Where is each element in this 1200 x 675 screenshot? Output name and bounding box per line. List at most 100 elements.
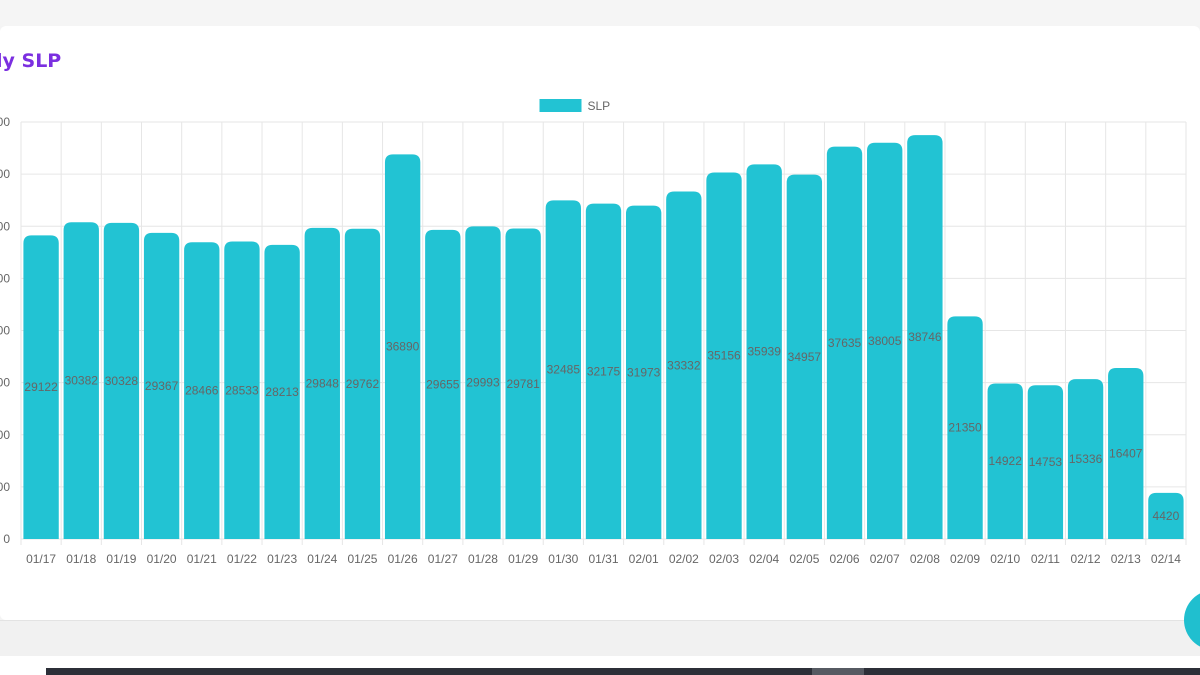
bar — [384, 154, 421, 539]
bar — [1027, 385, 1064, 539]
bar — [63, 222, 99, 540]
data-label: 16407 — [1109, 446, 1143, 460]
y-tick-label: 000 — [0, 428, 10, 442]
x-tick-label: 02/02 — [669, 552, 699, 566]
x-tick-label: 01/29 — [508, 552, 538, 566]
bar — [706, 172, 742, 539]
x-tick-label: 01/17 — [26, 552, 56, 566]
x-tick-label: 01/25 — [347, 552, 377, 566]
x-tick-label: 01/24 — [307, 552, 337, 566]
data-label: 35939 — [748, 345, 782, 359]
x-tick-label: 02/11 — [1031, 552, 1060, 566]
bar — [867, 142, 903, 539]
y-tick-label: 000 — [0, 115, 10, 129]
data-label: 30382 — [65, 374, 99, 388]
data-label: 33332 — [667, 358, 701, 372]
x-tick-label: 02/10 — [990, 552, 1020, 566]
data-label: 32175 — [587, 364, 621, 378]
x-tick-label: 01/27 — [428, 552, 458, 566]
bar — [625, 205, 662, 540]
bar — [264, 244, 300, 540]
data-label: 29993 — [466, 376, 500, 390]
data-label: 34957 — [788, 350, 822, 364]
data-label: 4420 — [1153, 509, 1180, 523]
data-label: 38746 — [908, 330, 942, 344]
x-tick-label: 02/07 — [870, 552, 900, 566]
x-tick-label: 01/22 — [227, 552, 257, 566]
card-title: ly SLP — [0, 50, 62, 72]
data-label: 29848 — [306, 376, 340, 390]
data-label: 21350 — [948, 421, 982, 435]
card-footer-bar — [0, 620, 1200, 657]
taskbar — [46, 668, 812, 675]
x-tick-label: 01/23 — [267, 552, 297, 566]
x-tick-label: 01/31 — [588, 552, 618, 566]
y-tick-label: 000 — [0, 271, 10, 285]
y-tick-label: 000 — [0, 480, 10, 494]
bar-chart: 0000000000000000000000000SLP2912201/1730… — [0, 99, 1187, 566]
bar — [786, 174, 823, 539]
bar — [1067, 379, 1104, 539]
data-label: 28213 — [265, 385, 299, 399]
data-label: 29762 — [346, 377, 380, 391]
data-label: 30328 — [105, 374, 139, 388]
data-label: 32485 — [547, 363, 581, 377]
data-label: 28466 — [185, 384, 219, 398]
bar — [184, 242, 220, 539]
bar — [585, 203, 622, 539]
bar — [143, 232, 180, 539]
bar — [545, 200, 582, 539]
bar — [987, 383, 1023, 539]
bar — [103, 222, 140, 539]
x-tick-label: 02/13 — [1111, 552, 1141, 566]
y-tick-label: 000 — [0, 167, 10, 181]
bar — [907, 135, 943, 540]
floating-action-button[interactable] — [1184, 590, 1200, 650]
x-tick-label: 02/04 — [749, 552, 779, 566]
data-label: 28533 — [225, 383, 259, 397]
x-tick-label: 02/03 — [709, 552, 739, 566]
x-tick-label: 02/05 — [789, 552, 819, 566]
data-label: 15336 — [1069, 452, 1103, 466]
bar — [344, 228, 381, 540]
y-tick-label: 000 — [0, 219, 10, 233]
data-label: 14922 — [989, 454, 1023, 468]
bar — [746, 164, 782, 539]
x-tick-label: 02/09 — [950, 552, 980, 566]
chart-card: ly SLP 0000000000000000000000000SLP29122… — [0, 26, 1200, 620]
taskbar — [864, 668, 1200, 675]
bar — [666, 191, 702, 539]
bar — [23, 235, 59, 540]
browser-top-strip — [0, 0, 1200, 26]
bar — [1108, 367, 1144, 539]
x-tick-label: 01/20 — [147, 552, 177, 566]
bar — [304, 227, 340, 539]
bar — [465, 226, 501, 539]
legend-label: SLP — [588, 99, 611, 113]
bar — [1148, 492, 1184, 539]
data-label: 37635 — [828, 336, 862, 350]
data-label: 38005 — [868, 334, 902, 348]
x-tick-label: 02/14 — [1151, 552, 1181, 566]
taskbar-item[interactable] — [812, 668, 864, 675]
x-tick-label: 01/18 — [66, 552, 96, 566]
x-tick-label: 02/08 — [910, 552, 940, 566]
data-label: 36890 — [386, 340, 420, 354]
data-label: 35156 — [707, 349, 741, 363]
bar — [826, 146, 863, 539]
x-tick-label: 01/26 — [388, 552, 418, 566]
data-label: 29781 — [506, 377, 540, 391]
x-tick-label: 01/30 — [548, 552, 578, 566]
data-label: 31973 — [627, 365, 661, 379]
data-label: 29122 — [24, 380, 58, 394]
y-tick-label: 0 — [3, 532, 10, 546]
data-label: 29655 — [426, 377, 460, 391]
x-tick-label: 01/19 — [106, 552, 136, 566]
data-label: 14753 — [1029, 455, 1063, 469]
x-tick-label: 02/01 — [629, 552, 659, 566]
data-label: 29367 — [145, 379, 179, 393]
bar — [947, 316, 983, 539]
y-tick-label: 000 — [0, 324, 10, 338]
x-tick-label: 01/28 — [468, 552, 498, 566]
y-tick-label: 000 — [0, 376, 10, 390]
